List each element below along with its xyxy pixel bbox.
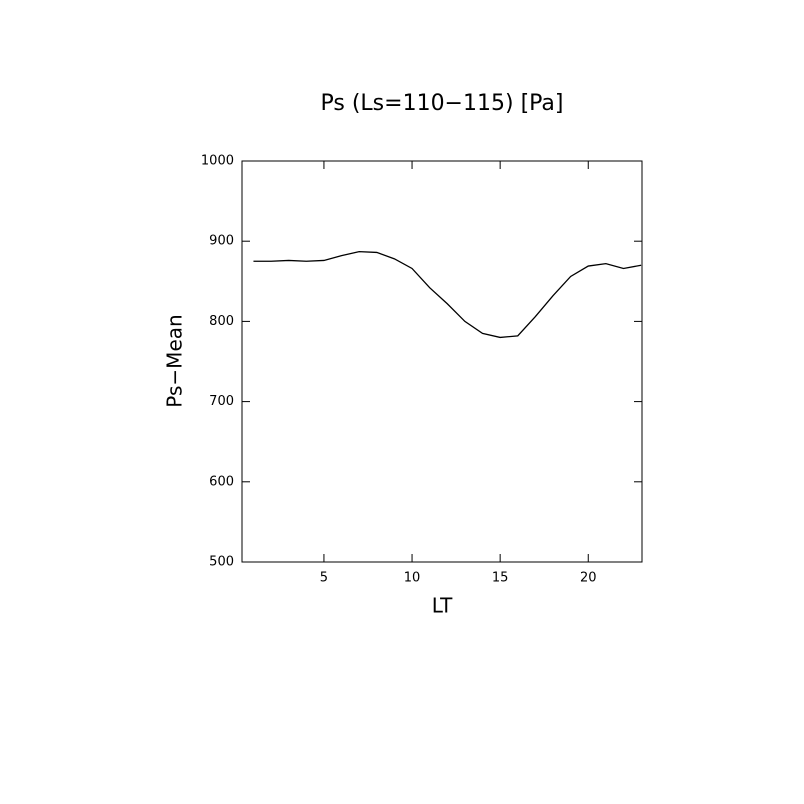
y-tick-label: 1000: [201, 154, 234, 169]
y-tick-label: 700: [209, 394, 234, 409]
x-tick-label: 5: [320, 571, 328, 586]
x-tick-label: 20: [580, 571, 597, 586]
data-line: [253, 250, 642, 339]
y-tick-label: 600: [209, 474, 234, 489]
y-tick-label: 900: [209, 234, 234, 249]
y-tick-label: 800: [209, 314, 234, 329]
x-axis-label: LT: [432, 594, 453, 618]
x-tick-label: 15: [492, 571, 509, 586]
x-tick-label: 10: [404, 571, 421, 586]
y-tick-label: 500: [209, 555, 234, 570]
chart-title: Ps (Ls=110−115) [Pa]: [321, 91, 564, 116]
y-axis-label: Ps−Mean: [163, 314, 187, 407]
plot-frame: [241, 160, 643, 563]
